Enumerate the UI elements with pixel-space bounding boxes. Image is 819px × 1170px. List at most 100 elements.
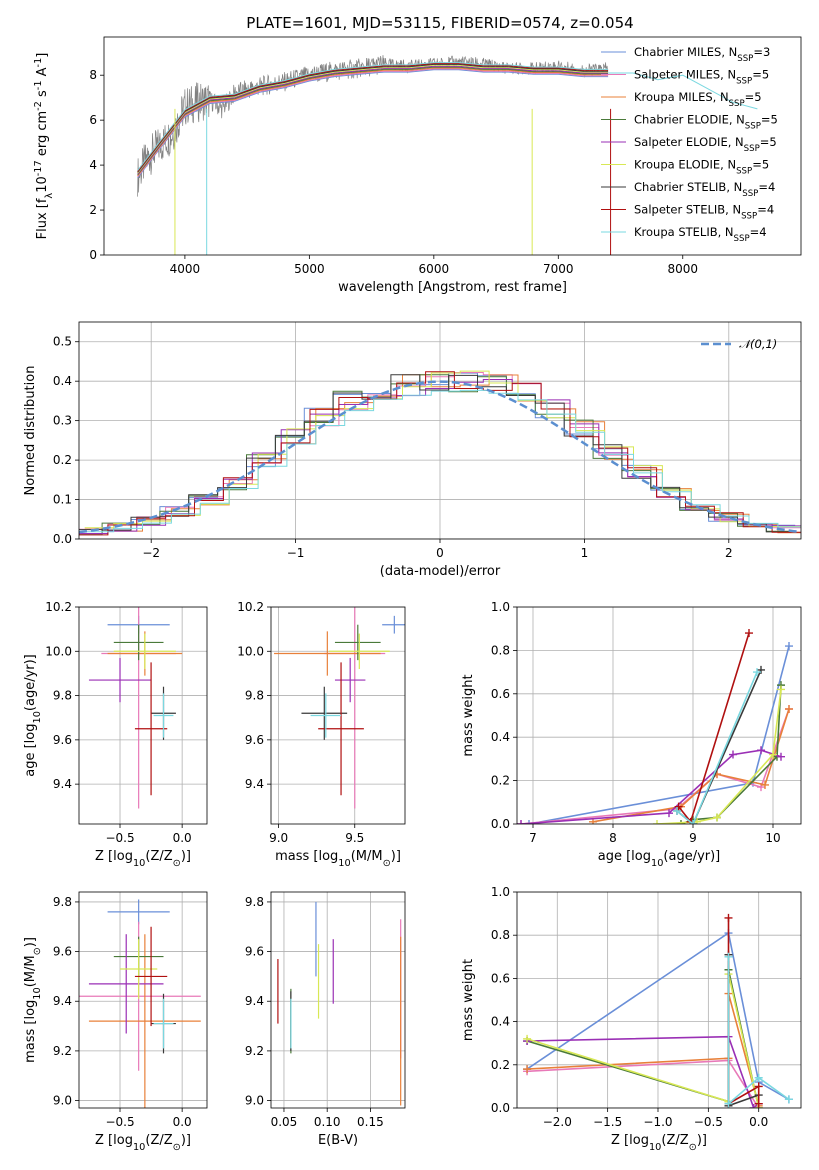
x-tick-label: −0.5 bbox=[105, 831, 134, 845]
weight-marker bbox=[523, 1065, 532, 1074]
x-tick-label: 0.0 bbox=[173, 1115, 192, 1129]
weight-marker bbox=[769, 750, 777, 759]
plot-area-residuals bbox=[79, 322, 801, 539]
errorbar-point bbox=[113, 624, 164, 661]
axes-frame bbox=[516, 606, 802, 825]
errorbar-point bbox=[88, 657, 152, 703]
axes-frame bbox=[270, 606, 406, 825]
residual-histogram bbox=[84, 374, 801, 534]
x-tick-label: 0.10 bbox=[314, 1115, 341, 1129]
y-tick-label: 1.0 bbox=[491, 600, 510, 614]
x-tick-label: 2 bbox=[725, 546, 733, 560]
x-tick-label: 9.0 bbox=[269, 831, 288, 845]
errorbar-point bbox=[107, 899, 170, 925]
x-tick-label: 7000 bbox=[543, 262, 574, 276]
weight-line bbox=[676, 671, 758, 824]
plot-area-z-weight bbox=[517, 892, 801, 1108]
chart-age-weight: 7 8 9 10 0.0 0.2 0.4 0.6 0.8 1.0 age [log10(age/yr… bbox=[461, 600, 802, 869]
weight-marker bbox=[673, 806, 681, 815]
normal-curve bbox=[79, 380, 801, 534]
y-tick-label: 0.4 bbox=[491, 730, 510, 744]
model-line bbox=[137, 66, 609, 176]
residual-histogram bbox=[79, 374, 796, 533]
weight-line bbox=[520, 749, 782, 824]
weight-marker bbox=[517, 820, 525, 824]
chart-residuals: −2 −1 0 1 2 0.0 0.1 0.2 0.3 0.4 0.5 (data-model)/er… bbox=[23, 321, 802, 579]
y-tick-label: 0.2 bbox=[491, 1058, 510, 1072]
weight-marker bbox=[523, 1034, 532, 1043]
y-tick-label: 0.8 bbox=[491, 928, 510, 942]
y-tick-label: 10.2 bbox=[237, 600, 264, 614]
x-tick-label: −2 bbox=[142, 546, 160, 560]
residual-histogram bbox=[79, 374, 796, 535]
weight-marker bbox=[754, 1099, 763, 1108]
weight-marker bbox=[754, 1073, 763, 1082]
x-tick-label: −1 bbox=[287, 546, 305, 560]
y-tick-label: 0.6 bbox=[491, 971, 510, 985]
model-line-tail bbox=[608, 72, 758, 110]
chart-ebv-mass: 0.05 0.10 0.15 9.0 9.2 9.4 9.6 9.8 E(B-V) bbox=[245, 891, 406, 1148]
y-tick-label: 0 bbox=[89, 248, 97, 262]
weight-marker bbox=[777, 685, 785, 694]
x-tick-label: 9 bbox=[689, 831, 697, 845]
weight-marker bbox=[785, 704, 793, 713]
y-tick-label: 9.4 bbox=[53, 777, 72, 791]
weight-marker bbox=[753, 668, 761, 677]
chart-spectrum: 4000 5000 6000 7000 8000 0 2 4 6 8 wavelength [Ang… bbox=[33, 36, 802, 295]
x-axis-label: Z [log10(Z/Z⊙)] bbox=[611, 1133, 707, 1153]
legend-entry: Chabrier ELODIE, NSSP=5 bbox=[634, 113, 778, 132]
weight-marker bbox=[525, 820, 533, 824]
x-axis-label: E(B-V) bbox=[318, 1133, 358, 1148]
weight-marker bbox=[749, 1104, 758, 1108]
plot-area-mass-age bbox=[271, 607, 405, 824]
x-tick-label: 4000 bbox=[170, 262, 201, 276]
x-axis-label: age [log10(age/yr)] bbox=[598, 849, 721, 869]
y-tick-label: 10.0 bbox=[45, 644, 72, 658]
weight-marker bbox=[729, 750, 737, 759]
y-tick-label: 9.8 bbox=[53, 895, 72, 909]
y-tick-label: 9.8 bbox=[53, 689, 72, 703]
y-tick-label: 0.4 bbox=[491, 1015, 510, 1029]
x-tick-label: 1 bbox=[581, 546, 589, 560]
x-tick-label: 8000 bbox=[667, 262, 698, 276]
weight-line bbox=[592, 708, 790, 823]
legend-entry: Salpeter ELODIE, NSSP=5 bbox=[634, 135, 777, 154]
residual-histogram bbox=[84, 389, 801, 533]
y-tick-label: 2 bbox=[89, 203, 97, 217]
errorbar-point bbox=[334, 657, 366, 703]
y-axis-label: Normed distribution bbox=[23, 366, 38, 496]
y-tick-label: 0.0 bbox=[53, 532, 72, 546]
legend-entry: Chabrier STELIB, NSSP=4 bbox=[634, 180, 775, 199]
chart-z-age: −0.5 0.0 9.4 9.6 9.8 10.0 10.2 Z [log10(Z/Z⊙)] a… bbox=[23, 600, 208, 869]
errorbar-point bbox=[301, 686, 348, 740]
y-tick-label: 0.8 bbox=[491, 643, 510, 657]
legend-entry: Chabrier MILES, NSSP=3 bbox=[634, 45, 770, 64]
y-tick-label: 9.2 bbox=[53, 1044, 72, 1058]
errorbar-point bbox=[328, 633, 390, 669]
plot-area-age-weight bbox=[517, 607, 801, 824]
y-tick-label: 9.4 bbox=[245, 777, 264, 791]
errorbar-point bbox=[120, 939, 158, 999]
model-line bbox=[137, 68, 609, 178]
weight-line bbox=[727, 956, 790, 1106]
y-tick-label: 9.8 bbox=[245, 895, 264, 909]
x-tick-label: −0.5 bbox=[694, 1115, 723, 1129]
weight-marker bbox=[785, 642, 793, 651]
x-axis-label: Z [log10(Z/Z⊙)] bbox=[95, 849, 191, 869]
weight-line bbox=[656, 689, 782, 824]
x-axis-label: Z [log10(Z/Z⊙)] bbox=[95, 1133, 191, 1153]
y-tick-label: 0.1 bbox=[53, 493, 72, 507]
x-tick-label: 0.15 bbox=[357, 1115, 384, 1129]
plot-area-z-mass bbox=[79, 892, 207, 1108]
y-tick-label: 9.8 bbox=[245, 689, 264, 703]
weight-marker bbox=[724, 1099, 733, 1108]
weight-marker bbox=[713, 813, 721, 822]
axes-frame bbox=[103, 36, 802, 256]
errorbar-point bbox=[134, 926, 168, 1027]
weight-marker bbox=[724, 913, 733, 922]
weight-line bbox=[520, 708, 790, 824]
legend-entry: 𝒩(0,1) bbox=[739, 337, 777, 351]
weight-marker bbox=[674, 802, 683, 811]
y-tick-label: 0.0 bbox=[491, 817, 510, 831]
